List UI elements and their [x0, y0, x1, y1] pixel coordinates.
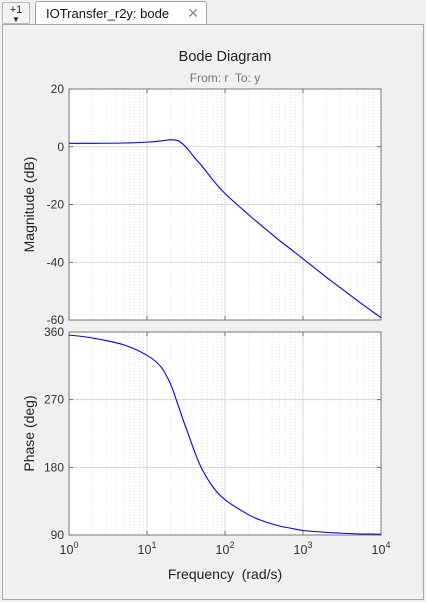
- y-tick-label: 270: [44, 393, 64, 407]
- magnitude-y-axis-label: Magnitude (dB): [21, 157, 37, 253]
- x-axis-label: Frequency (rad/s): [168, 566, 282, 582]
- document-tab-bar: +1 ▼ IOTransfer_r2y: bode ✕: [0, 0, 426, 25]
- phase-y-axis-label: Phase (deg): [21, 395, 37, 471]
- tab-overflow-button[interactable]: +1 ▼: [2, 2, 30, 24]
- x-tick-label: 100: [60, 540, 79, 557]
- x-tick-labels: 100 101 102 103 104: [60, 540, 391, 557]
- y-tick-label: 20: [51, 82, 65, 96]
- y-tick-label: 90: [51, 528, 65, 542]
- x-tick-label: 104: [372, 540, 391, 557]
- tab-label: IOTransfer_r2y: bode: [46, 6, 170, 21]
- x-tick-label: 101: [138, 540, 157, 557]
- y-tick-label: -40: [47, 255, 65, 269]
- y-tick-label: -60: [47, 313, 65, 327]
- axes-frame: [68, 331, 382, 536]
- close-icon[interactable]: ✕: [187, 5, 199, 21]
- magnitude-series-line: [68, 139, 382, 319]
- plot-panel: Bode Diagram From: r To: y 20 0 -20 -40 -60 M…: [2, 24, 424, 600]
- x-tick-label: 102: [216, 540, 235, 557]
- y-tick-label: 180: [44, 460, 64, 474]
- y-tick-label: 360: [44, 325, 64, 339]
- chart-title: Bode Diagram: [179, 49, 272, 65]
- phase-series-line: [68, 334, 382, 535]
- chart-subtitle: From: r To: y: [190, 71, 260, 85]
- bode-plot[interactable]: Bode Diagram From: r To: y 20 0 -20 -40 -60 M…: [3, 25, 423, 599]
- axes-frame: [68, 88, 382, 321]
- magnitude-axes: 20 0 -20 -40 -60 Magnitude (dB): [21, 82, 382, 327]
- y-tick-label: -20: [47, 198, 65, 212]
- chevron-down-icon: ▼: [12, 15, 20, 24]
- tab-iotransfer-bode[interactable]: IOTransfer_r2y: bode ✕: [35, 1, 207, 25]
- phase-axes: 360 270 180 90 Phase (deg): [21, 325, 382, 542]
- y-tick-label: 0: [57, 140, 64, 154]
- x-tick-label: 103: [294, 540, 313, 557]
- tab-overflow-count: +1: [9, 4, 23, 16]
